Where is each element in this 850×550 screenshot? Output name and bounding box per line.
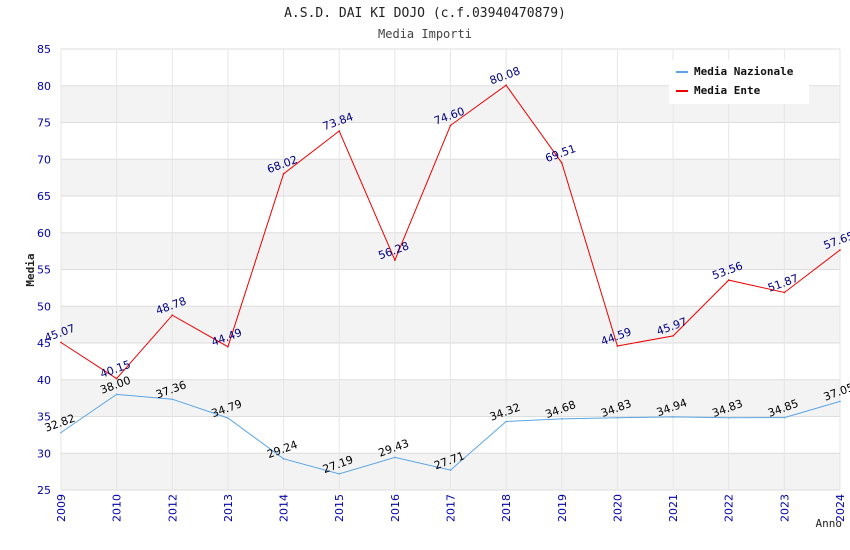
x-tick-label: 2022 (723, 494, 736, 522)
x-axis-label: Anno (816, 517, 843, 530)
y-tick-label: 25 (37, 484, 51, 497)
grid-lines (60, 48, 841, 491)
y-tick-label: 60 (37, 227, 51, 240)
y-tick-label: 70 (37, 153, 51, 166)
data-point (783, 416, 786, 419)
y-tick-label: 80 (37, 80, 51, 93)
legend-label: Media Ente (694, 84, 761, 97)
y-tick-label: 75 (37, 117, 51, 130)
data-point (282, 173, 285, 175)
legend: Media Nazionale Media Ente (669, 60, 809, 104)
x-tick-label: 2013 (222, 494, 235, 522)
legend-box (669, 60, 809, 104)
y-axis-ticks: 25 30 35 40 45 50 55 60 65 70 75 80 85 (37, 43, 51, 497)
data-point (560, 418, 563, 420)
y-tick-label: 30 (37, 447, 51, 460)
y-tick-label: 50 (37, 300, 51, 313)
chart-title: A.S.D. DAI KI DOJO (c.f.03940470879) (284, 6, 566, 21)
x-tick-label: 2012 (166, 494, 179, 522)
x-tick-label: 2021 (667, 494, 680, 522)
data-point (171, 398, 174, 400)
data-point (227, 345, 229, 348)
data-point (616, 345, 619, 347)
x-tick-label: 2023 (778, 494, 791, 522)
x-tick-label: 2019 (556, 494, 569, 522)
x-tick-label: 2024 (834, 494, 847, 522)
x-tick-label: 2015 (333, 494, 346, 522)
data-point (449, 124, 452, 127)
x-tick-label: 2009 (55, 494, 68, 522)
series-lines (60, 84, 841, 475)
chart-subtitle: Media Importi (378, 27, 472, 41)
data-point (338, 473, 341, 475)
legend-label: Media Nazionale (694, 65, 794, 78)
data-point (839, 249, 841, 251)
data-point (839, 400, 841, 403)
data-point (227, 417, 229, 419)
x-tick-label: 2010 (111, 494, 124, 522)
y-axis-label: Media (24, 253, 37, 286)
y-tick-label: 35 (37, 411, 51, 424)
y-tick-label: 65 (37, 190, 51, 203)
data-point (115, 393, 118, 396)
data-point (672, 416, 674, 418)
data-point (449, 469, 452, 471)
data-point (672, 335, 674, 337)
y-tick-label: 55 (37, 264, 51, 277)
data-point (60, 341, 62, 344)
data-point (727, 279, 730, 281)
y-tick-label: 85 (37, 43, 51, 56)
x-tick-label: 2014 (278, 494, 291, 522)
y-tick-label: 45 (37, 337, 51, 350)
data-point (282, 458, 285, 460)
x-tick-label: 2016 (389, 494, 402, 522)
y-tick-label: 40 (37, 374, 51, 387)
data-point (394, 259, 396, 261)
data-point (505, 84, 507, 86)
data-point (505, 420, 507, 423)
data-point (171, 314, 174, 317)
x-tick-label: 2017 (445, 494, 458, 522)
data-point (338, 130, 341, 132)
data-point (783, 291, 786, 294)
x-tick-label: 2020 (611, 494, 624, 522)
data-point (60, 431, 62, 434)
data-point (616, 416, 619, 419)
data-point (727, 416, 730, 419)
x-tick-label: 2018 (500, 494, 513, 522)
data-point (115, 377, 118, 380)
data-point (560, 162, 563, 164)
data-point (394, 456, 396, 459)
x-axis-ticks: 2009 2010 2012 2013 2014 2015 2016 2017 2018 2019… (55, 494, 847, 522)
